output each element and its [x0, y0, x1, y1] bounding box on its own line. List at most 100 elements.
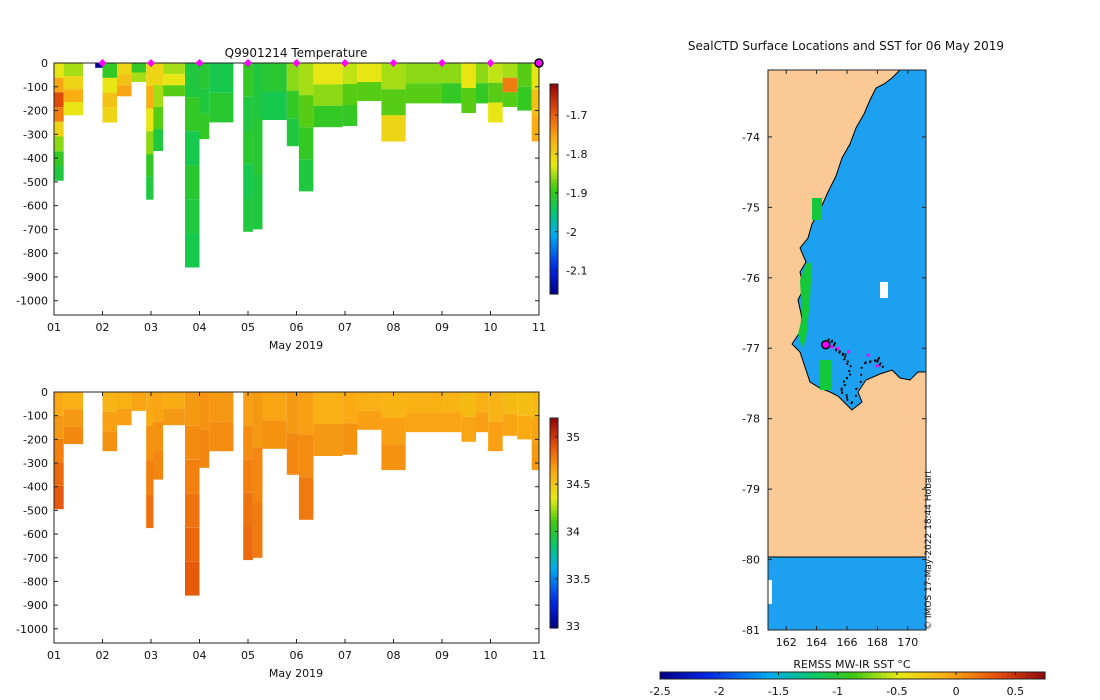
- colorbar-swatch: [550, 269, 558, 274]
- colorbar-swatch: [664, 672, 671, 679]
- colorbar-swatch: [550, 463, 558, 468]
- profile-cell: [517, 392, 532, 416]
- colorbar-swatch: [550, 273, 558, 278]
- lat-tick-label: -80: [742, 554, 760, 567]
- colorbar-swatch: [550, 512, 558, 517]
- track-point: [881, 365, 884, 368]
- profile-cell: [405, 392, 442, 413]
- profile-cell: [381, 89, 406, 116]
- profile-cell: [442, 392, 462, 413]
- profile-cell: [262, 63, 287, 92]
- colorbar-swatch: [550, 192, 558, 197]
- colorbar-swatch: [857, 672, 863, 679]
- profile-cell: [146, 460, 154, 495]
- profile-cell: [131, 63, 147, 73]
- colorbar-swatch: [550, 607, 558, 612]
- profile-cell: [531, 444, 539, 471]
- profile-cell: [405, 63, 442, 84]
- colorbar-swatch: [934, 672, 940, 679]
- track-point: [864, 361, 867, 364]
- track-point: [859, 380, 862, 383]
- track-point: [877, 356, 881, 360]
- colorbar-swatch: [550, 126, 558, 131]
- profile-cell: [209, 63, 234, 93]
- profile-cell: [131, 72, 147, 82]
- current-location-marker: [820, 339, 831, 350]
- ross-sea-sst: [791, 70, 926, 411]
- colorbar-swatch: [550, 238, 558, 243]
- x-tick-label: 10: [484, 649, 498, 662]
- profile-markers: [98, 58, 544, 68]
- colorbar-swatch: [732, 672, 738, 679]
- profile-cell: [54, 415, 64, 439]
- profile-cell: [102, 107, 117, 123]
- profile-cell: [117, 85, 132, 97]
- colorbar-swatch: [910, 672, 916, 679]
- profile-cell: [381, 115, 406, 142]
- profile-cell: [102, 431, 117, 452]
- profile-cell: [243, 425, 253, 460]
- colorbar-swatch: [550, 547, 558, 552]
- profile-cell: [146, 392, 154, 426]
- map-title: SealCTD Surface Locations and SST for 06…: [688, 39, 1004, 53]
- data-gap: [768, 580, 772, 604]
- colorbar-swatch: [770, 672, 777, 679]
- profile-cell: [405, 412, 442, 433]
- colorbar-swatch: [550, 579, 558, 584]
- colorbar-swatch: [550, 168, 558, 173]
- profile-cell: [54, 121, 64, 137]
- colorbar-swatch: [550, 290, 558, 295]
- coastal-green-patch: [820, 360, 832, 390]
- profile-cell: [442, 412, 462, 433]
- track-point: [841, 391, 844, 394]
- colorbar-swatch: [550, 621, 558, 626]
- colorbar-swatch: [550, 241, 558, 246]
- colorbar-swatch: [550, 185, 558, 190]
- colorbar-swatch: [814, 672, 820, 679]
- colorbar-swatch: [550, 129, 558, 134]
- colorbar-tick-label: 34.5: [566, 478, 591, 491]
- profile-cell: [298, 127, 314, 160]
- profile-cell: [488, 102, 503, 123]
- profile-cell: [131, 392, 147, 411]
- profile-cell: [117, 74, 132, 86]
- track-point: [844, 353, 847, 356]
- profile-cell: [502, 77, 518, 93]
- profile-cell: [243, 96, 253, 131]
- colorbar-swatch: [550, 245, 558, 250]
- salinity-profiles: [54, 392, 539, 596]
- profile-cell: [185, 97, 200, 132]
- colorbar-swatch: [550, 484, 558, 489]
- profile-cell: [163, 392, 185, 409]
- colorbar-tick-label: -2.1: [566, 265, 587, 278]
- salinity-colorbar: 35 34.5 34 33.5 33: [549, 417, 591, 633]
- profile-cell: [357, 392, 382, 411]
- salinity-y-ticks: 0 -100 -200 -300 -400 -500 -600 -700 -800 -900 -10…: [16, 386, 539, 636]
- profile-cell: [517, 63, 532, 87]
- profile-cell: [298, 392, 314, 435]
- colorbar-swatch: [550, 266, 558, 271]
- colorbar-tick-label: 34: [566, 526, 580, 539]
- profile-cell: [185, 63, 200, 98]
- profile-cell: [357, 410, 382, 430]
- colorbar-swatch: [953, 672, 959, 679]
- profile-cell: [54, 438, 64, 463]
- colorbar-swatch: [828, 672, 834, 679]
- track-point: [843, 384, 846, 387]
- colorbar-swatch: [550, 509, 558, 514]
- profile-marker: [341, 59, 349, 67]
- colorbar-swatch: [550, 259, 558, 264]
- colorbar-swatch: [765, 672, 772, 679]
- profile-cell: [153, 421, 164, 451]
- colorbar-swatch: [550, 502, 558, 507]
- colorbar-swatch: [550, 460, 558, 465]
- colorbar-swatch: [684, 672, 690, 679]
- surfacing-point: [866, 353, 870, 357]
- colorbar-tick-label: -1.5: [768, 685, 789, 698]
- profile-cell: [298, 95, 314, 128]
- colorbar-swatch: [550, 523, 558, 528]
- x-tick-label: 02: [96, 649, 110, 662]
- colorbar-swatch: [669, 672, 676, 679]
- colorbar-swatch: [550, 147, 558, 152]
